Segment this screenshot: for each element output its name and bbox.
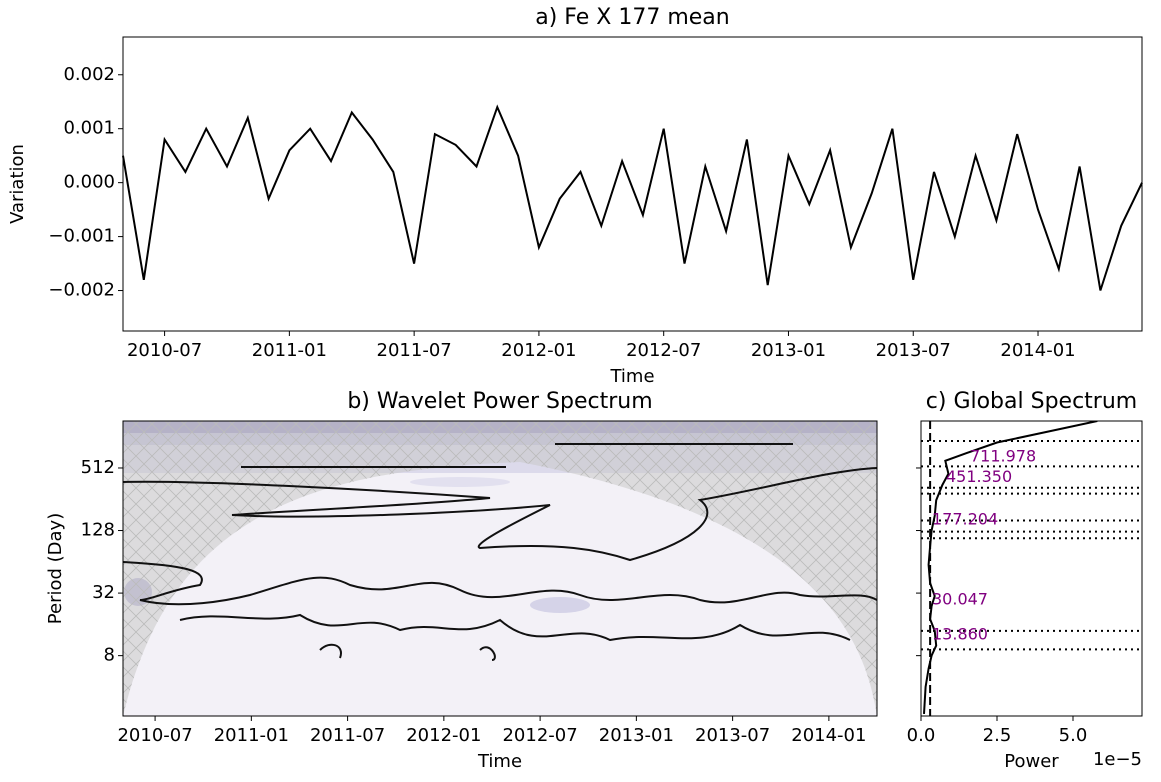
contour-lines — [123, 443, 877, 661]
chart-title: a) Fe X 177 mean — [535, 5, 729, 30]
series-line — [122, 104, 1143, 291]
x-offset-label: 1e−5 — [1093, 749, 1142, 770]
plot-frame — [122, 420, 878, 717]
y-tick-label: 512 — [81, 457, 115, 478]
chart-title: c) Global Spectrum — [926, 389, 1137, 414]
y-tick-label: 0.001 — [63, 118, 115, 139]
x-tick-label: 2013-07 — [876, 340, 951, 361]
cone-hatch — [123, 421, 877, 716]
spectrum-plot — [921, 421, 1142, 716]
peak-label: 30.047 — [932, 589, 988, 608]
peak-label: 451.350 — [946, 467, 1012, 486]
x-tick-label: 2.5 — [983, 725, 1012, 746]
chart-title: b) Wavelet Power Spectrum — [347, 389, 652, 414]
y-axis-label: Variation — [7, 144, 28, 224]
x-tick-label: 2014-01 — [1000, 340, 1075, 361]
peak-label: 711.978 — [970, 447, 1036, 466]
x-tick-label: 2012-07 — [502, 725, 577, 746]
x-tick-label: 2014-01 — [791, 725, 866, 746]
y-tick-label: 0.000 — [63, 172, 115, 193]
peak-label: 13.860 — [932, 624, 988, 643]
x-tick-label: 2010-07 — [127, 340, 202, 361]
peak-label: 177.204 — [932, 509, 998, 528]
plot-frame — [122, 36, 1143, 332]
x-tick-label: 5.0 — [1059, 725, 1088, 746]
y-tick-label: 32 — [92, 582, 115, 603]
plot-frame — [920, 420, 1143, 717]
contour-fill — [410, 477, 510, 487]
y-tick-label: 8 — [104, 645, 115, 666]
y-tick-label: 128 — [81, 520, 115, 541]
x-axis-label: Time — [609, 366, 654, 387]
x-tick-label: 2013-01 — [751, 340, 826, 361]
y-tick-label: −0.001 — [48, 226, 115, 247]
x-tick-label: 2010-07 — [117, 725, 192, 746]
x-tick-label: 2011-07 — [310, 725, 385, 746]
spectrum-line — [923, 421, 1098, 714]
y-tick-label: 0.002 — [63, 64, 115, 85]
x-tick-label: 2011-01 — [214, 725, 289, 746]
y-tick-label: −0.002 — [48, 280, 115, 301]
x-tick-label: 2012-07 — [626, 340, 701, 361]
x-axis-label: Time — [477, 751, 522, 772]
x-tick-label: 2011-07 — [377, 340, 452, 361]
x-tick-label: 2012-01 — [406, 725, 481, 746]
x-tick-label: 2012-01 — [501, 340, 576, 361]
x-axis-label: Power — [1004, 751, 1059, 772]
x-tick-label: 2013-07 — [695, 725, 770, 746]
x-tick-label: 2013-01 — [599, 725, 674, 746]
x-tick-label: 2011-01 — [252, 340, 327, 361]
wavelet-field — [123, 421, 877, 716]
y-axis-label: Period (Day) — [45, 513, 66, 624]
contour-fill — [530, 597, 590, 613]
x-tick-label: 0.0 — [907, 725, 936, 746]
